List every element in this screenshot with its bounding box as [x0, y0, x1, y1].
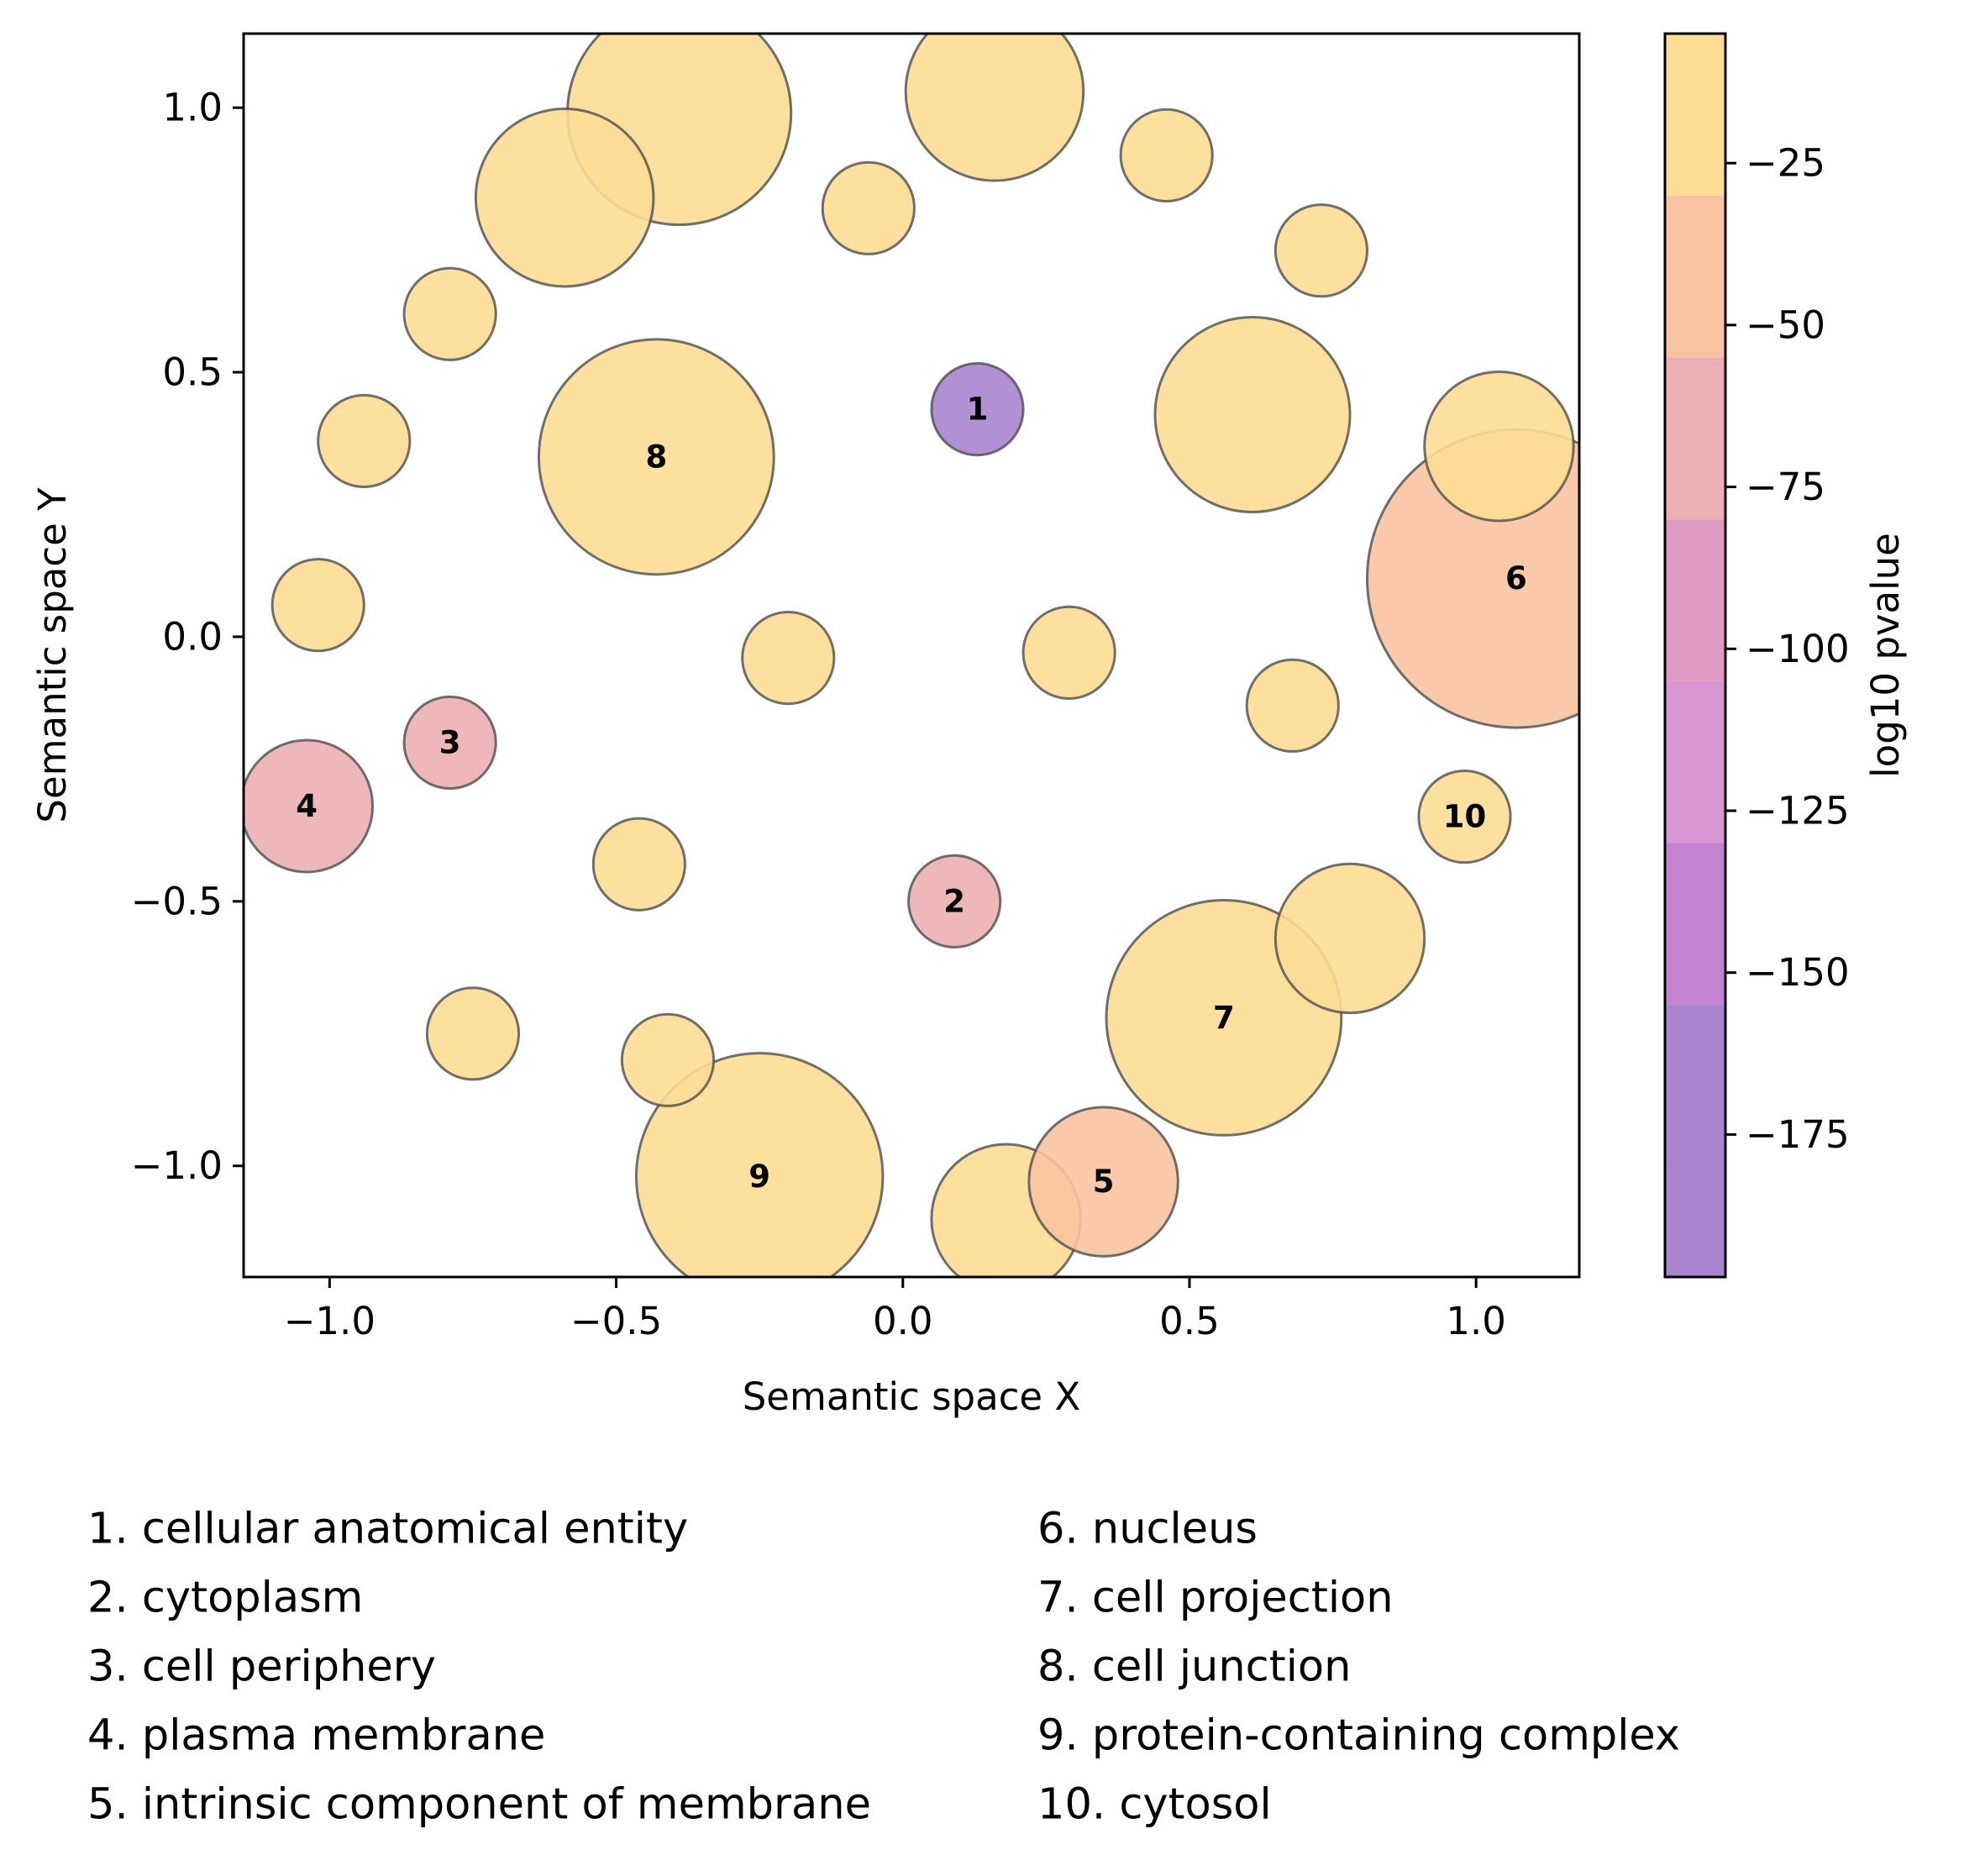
term-legend: 1. cellular anatomical entity 2. cytoplas…: [87, 1505, 1680, 1830]
bubble-label: 5: [1093, 1164, 1115, 1200]
bubble-label: 2: [943, 883, 965, 919]
x-tick-label: 0.0: [873, 1299, 933, 1343]
bubble: [620, 1012, 716, 1107]
legend-item: 5. intrinsic component of membrane: [87, 1780, 871, 1830]
legend-item: 8. cell junction: [1037, 1642, 1351, 1692]
y-axis-title: Semantic space Y: [30, 487, 75, 823]
y-tick-label: 1.0: [162, 86, 223, 130]
bubble: [1245, 658, 1340, 753]
x-tick-label: −0.5: [570, 1299, 662, 1343]
colorbar-tick-label: −125: [1746, 789, 1850, 833]
colorbar-tick-label: −175: [1746, 1112, 1850, 1157]
bubble: [317, 393, 412, 489]
colorbar-band: [1665, 519, 1725, 681]
colorbar-tick-label: −25: [1746, 141, 1825, 186]
bubble-label: 7: [1213, 1000, 1235, 1036]
colorbar-band: [1665, 843, 1725, 1006]
bubble-label: 1: [967, 391, 989, 428]
bubble: [474, 107, 655, 288]
bubble-label: 3: [439, 724, 461, 760]
legend-item: 2. cytoplasm: [87, 1574, 363, 1623]
plot-frame: [242, 32, 1581, 1279]
bubble: [1417, 769, 1512, 864]
bubble: [1027, 1106, 1179, 1258]
bubble: [904, 34, 1085, 182]
colorbar-frame: [1663, 32, 1727, 1279]
bubble: [1273, 203, 1369, 298]
bubble: [930, 362, 1025, 457]
bubble: [1423, 370, 1575, 523]
bubble: [634, 1052, 885, 1277]
legend-item: 4. plasma membrane: [87, 1711, 545, 1761]
bubble-label-layer: 1 8 6 3 4 10 2 7 9 5: [296, 391, 1527, 1200]
bubble: [907, 854, 1002, 949]
bubble-layer: [244, 34, 1579, 1277]
colorbar-title: log10 pvalue: [1863, 533, 1908, 778]
colorbar-tick-label: −150: [1746, 950, 1850, 995]
bubble: [741, 611, 836, 706]
colorbar: −25 −50 −75 −100 −125 −150 −175 log10 pvalue: [1663, 32, 1908, 1279]
bubble: [425, 986, 521, 1081]
colorbar-band: [1665, 681, 1725, 843]
y-tick-label: −1.0: [131, 1143, 223, 1188]
colorbar-band: [1665, 1005, 1725, 1167]
colorbar-band: [1665, 34, 1725, 196]
colorbar-ticks: −25 −50 −75 −100 −125 −150 −175: [1725, 141, 1850, 1157]
legend-item: 10. cytosol: [1037, 1780, 1272, 1830]
colorbar-tick-label: −75: [1746, 465, 1825, 509]
legend-item: 3. cell periphery: [87, 1642, 436, 1692]
bubble: [402, 695, 497, 791]
colorbar-tick-label: −50: [1746, 302, 1825, 347]
bubble: [270, 558, 365, 653]
bubble: [1119, 108, 1214, 202]
legend-item: 7. cell projection: [1037, 1574, 1394, 1623]
x-tick-label: 0.5: [1159, 1299, 1220, 1343]
bubble: [1273, 862, 1426, 1015]
bubble: [402, 266, 497, 361]
bubble-label: 6: [1505, 560, 1527, 596]
bubble: [1021, 605, 1116, 700]
bubble-label: 9: [748, 1159, 770, 1195]
bubble-label: 8: [645, 439, 667, 475]
colorbar-bands: [1665, 34, 1725, 1277]
x-tick-label: 1.0: [1446, 1299, 1506, 1343]
colorbar-band: [1665, 357, 1725, 520]
colorbar-band: [1665, 195, 1725, 358]
bubble: [1153, 315, 1352, 513]
bubble: [244, 738, 375, 874]
x-tick-label: −1.0: [284, 1299, 375, 1343]
bubble-label: 4: [296, 788, 318, 824]
y-tick-label: 0.5: [162, 350, 223, 395]
bubble-label: 10: [1443, 799, 1487, 835]
legend-item: 1. cellular anatomical entity: [87, 1505, 688, 1554]
legend-item: 9. protein-containing complex: [1037, 1711, 1680, 1761]
y-tick-label: −0.5: [131, 879, 223, 923]
bubble: [821, 160, 916, 255]
colorbar-tick-label: −100: [1746, 627, 1850, 671]
x-axis: −1.0 −0.5 0.0 0.5 1.0: [284, 1277, 1506, 1343]
bubble: [537, 338, 775, 576]
colorbar-band: [1665, 1166, 1725, 1277]
y-axis: 1.0 0.5 0.0 −0.5 −1.0: [131, 86, 244, 1188]
y-tick-label: 0.0: [162, 614, 223, 659]
bubble: [591, 817, 686, 912]
x-axis-title: Semantic space X: [743, 1374, 1081, 1419]
legend-item: 6. nucleus: [1037, 1505, 1258, 1554]
